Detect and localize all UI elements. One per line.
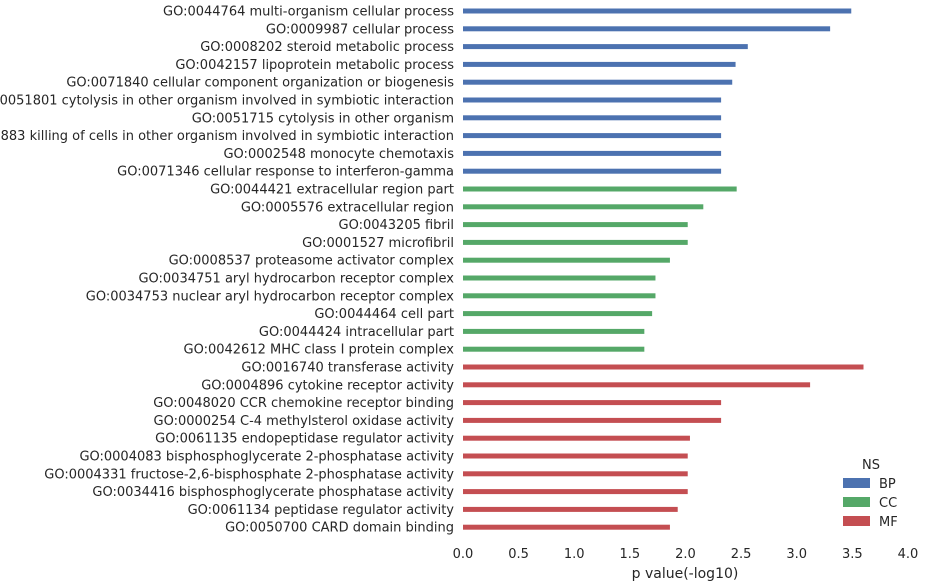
bar-mf: [463, 417, 722, 423]
category-label: GO:0050700 CARD domain binding: [225, 521, 454, 536]
x-tick-label: 3.0: [786, 547, 807, 562]
bar-cc: [463, 311, 653, 317]
bar-mf: [463, 489, 688, 495]
category-label: GO:0000254 C-4 methylsterol oxidase acti…: [154, 414, 455, 429]
bar-cc: [463, 293, 656, 299]
category-label: GO:0005576 extracellular region: [241, 200, 454, 215]
bar-bp: [463, 61, 736, 67]
bar-mf: [463, 382, 811, 388]
category-label: GO:0034416 bisphosphoglycerate phosphata…: [92, 485, 454, 500]
category-label: GO:0016740 transferase activity: [241, 361, 454, 376]
legend-label-bp: BP: [879, 477, 896, 492]
bar-mf: [463, 471, 688, 477]
x-tick-label: 1.5: [620, 547, 641, 562]
category-label: GO:0071840 cellular component organizati…: [66, 76, 454, 91]
category-label: GO:0004331 fructose-2,6-bisphosphate 2-p…: [44, 467, 454, 482]
category-label: GO:0001527 microfibril: [302, 236, 454, 251]
bar-bp: [463, 115, 722, 121]
bar-bp: [463, 79, 733, 85]
category-label: GO:0009987 cellular process: [266, 22, 454, 37]
x-tick-label: 1.0: [564, 547, 585, 562]
bar-cc: [463, 257, 670, 263]
bar-cc: [463, 222, 688, 228]
legend-title: NS: [862, 458, 880, 473]
category-labels: GO:0044764 multi-organism cellular proce…: [0, 5, 454, 536]
legend: NS BP CC MF: [843, 458, 898, 530]
category-label: GO:0034751 aryl hydrocarbon receptor com…: [138, 272, 454, 287]
bar-cc: [463, 239, 688, 245]
bar-bp: [463, 97, 722, 103]
bar-cc: [463, 186, 737, 192]
category-label: GO:0061134 peptidase regulator activity: [188, 503, 455, 518]
x-tick-label: 0.5: [508, 547, 529, 562]
bar-cc: [463, 346, 645, 352]
category-label: GO:0044464 cell part: [314, 307, 454, 322]
legend-swatch-cc: [843, 497, 870, 507]
x-tick-label: 2.0: [675, 547, 696, 562]
bar-mf: [463, 400, 722, 406]
bar-bp: [463, 133, 722, 139]
bar-bp: [463, 26, 831, 32]
category-label: GO:0048020 CCR chemokine receptor bindin…: [153, 396, 454, 411]
x-axis-ticks: 0.0 0.5 1.0 1.5 2.0 2.5 3.0 3.5 4.0: [453, 547, 919, 562]
bar-bp: [463, 8, 852, 14]
category-label: GO:0004896 cytokine receptor activity: [201, 378, 454, 393]
category-label: GO:0042612 MHC class I protein complex: [184, 343, 455, 358]
bar-mf: [463, 453, 688, 459]
category-label: GO:0051801 cytolysis in other organism i…: [0, 94, 454, 109]
legend-swatch-mf: [843, 516, 870, 526]
category-label: GO:0008202 steroid metabolic process: [200, 40, 454, 55]
x-axis-title: p value(-log10): [632, 566, 739, 582]
x-tick-label: 3.5: [842, 547, 863, 562]
bar-mf: [463, 524, 670, 530]
category-label: GO:0071346 cellular response to interfer…: [117, 165, 454, 180]
bar-mf: [463, 364, 864, 370]
category-label: GO:0042157 lipoprotein metabolic process: [175, 58, 454, 73]
bar-mf: [463, 506, 678, 512]
bar-bp: [463, 44, 748, 50]
category-label: GO:0044424 intracellular part: [259, 325, 454, 340]
x-tick-label: 2.5: [731, 547, 752, 562]
category-label: GO:0008537 proteasome activator complex: [169, 254, 455, 269]
category-label: GO:0051883 killing of cells in other org…: [0, 129, 454, 144]
category-label: GO:0034753 nuclear aryl hydrocarbon rece…: [86, 289, 455, 304]
bar-cc: [463, 328, 645, 334]
category-label: GO:0051715 cytolysis in other organism: [192, 111, 454, 126]
bar-bp: [463, 150, 722, 156]
category-label: GO:0043205 fibril: [339, 218, 455, 233]
legend-label-mf: MF: [879, 515, 898, 530]
category-label: GO:0002548 monocyte chemotaxis: [223, 147, 454, 162]
category-label: GO:0044421 extracellular region part: [210, 183, 454, 198]
legend-swatch-bp: [843, 478, 870, 488]
bars-layer: [463, 8, 864, 530]
category-label: GO:0004083 bisphosphoglycerate 2-phospha…: [79, 450, 454, 465]
category-label: GO:0061135 endopeptidase regulator activ…: [155, 432, 454, 447]
bar-cc: [463, 204, 704, 210]
bar-mf: [463, 435, 690, 441]
bar-bp: [463, 168, 722, 174]
legend-entries: BP CC MF: [843, 477, 898, 530]
category-label: GO:0044764 multi-organism cellular proce…: [163, 5, 454, 20]
x-tick-label: 4.0: [898, 547, 919, 562]
x-tick-label: 0.0: [453, 547, 474, 562]
legend-label-cc: CC: [879, 496, 897, 511]
bar-cc: [463, 275, 656, 281]
